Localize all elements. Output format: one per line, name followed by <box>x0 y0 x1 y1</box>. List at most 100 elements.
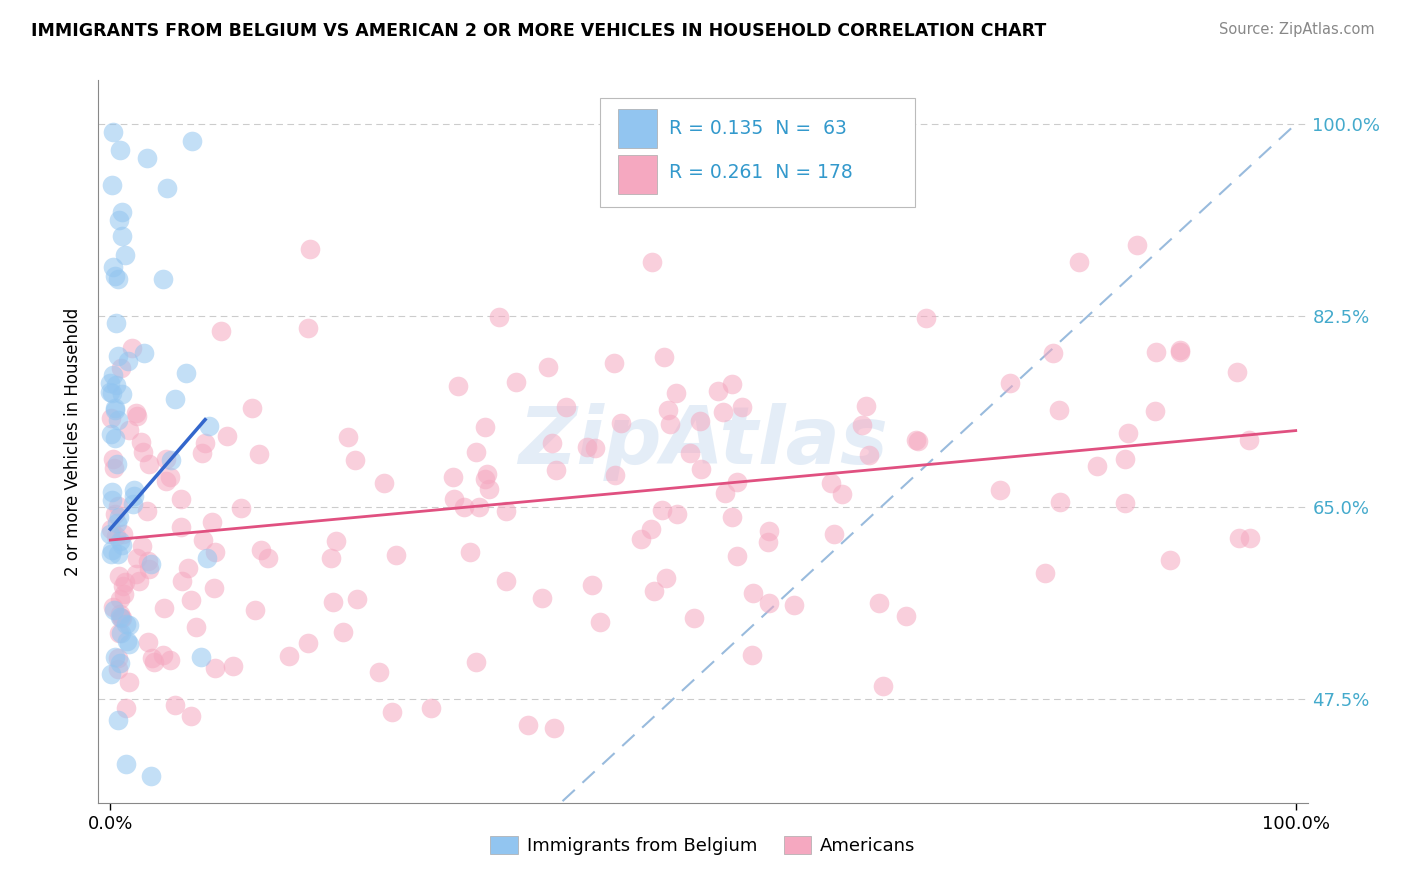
Point <box>132 445 155 459</box>
Point <box>108 609 131 624</box>
FancyBboxPatch shape <box>619 154 657 194</box>
Point <box>104 403 127 417</box>
Point <box>125 406 148 420</box>
Point <box>665 386 688 401</box>
Point <box>111 204 134 219</box>
Point <box>104 507 127 521</box>
Point <box>555 400 578 414</box>
Point <box>122 483 145 497</box>
Point <box>1114 496 1136 510</box>
Point <box>122 497 145 511</box>
Point <box>101 368 124 382</box>
Text: Source: ZipAtlas.com: Source: ZipAtlas.com <box>1219 22 1375 37</box>
Point <box>1125 237 1147 252</box>
Point <box>107 713 129 727</box>
Point <box>823 527 845 541</box>
Point <box>1085 459 1108 474</box>
Point <box>505 375 527 389</box>
Point <box>337 430 360 444</box>
Point <box>905 434 928 448</box>
Point <box>655 571 678 585</box>
Point <box>103 602 125 616</box>
Point <box>117 354 139 368</box>
Point <box>100 526 122 541</box>
Point <box>858 448 880 462</box>
Point <box>368 665 391 679</box>
Point <box>198 419 221 434</box>
Point <box>468 500 491 515</box>
Point <box>111 229 134 244</box>
Point <box>127 551 149 566</box>
Point <box>122 489 145 503</box>
Point <box>583 441 606 455</box>
Point <box>537 360 560 375</box>
Point <box>603 467 626 482</box>
Point <box>249 542 271 557</box>
Point <box>105 457 128 471</box>
Point <box>107 500 129 514</box>
Point <box>112 579 135 593</box>
Point <box>385 548 408 562</box>
Point <box>101 452 124 467</box>
Point <box>115 756 138 771</box>
Point <box>180 708 202 723</box>
Point <box>344 453 367 467</box>
Point <box>1159 553 1181 567</box>
Point <box>108 533 131 548</box>
Point <box>209 324 232 338</box>
Point <box>495 504 517 518</box>
Point <box>125 567 148 582</box>
Point <box>453 500 475 514</box>
Point <box>110 361 132 376</box>
Point <box>128 574 150 588</box>
Point <box>988 483 1011 497</box>
Point <box>322 595 344 609</box>
Point <box>101 386 124 401</box>
Point <box>851 417 873 432</box>
Point <box>855 400 877 414</box>
Point <box>221 658 243 673</box>
Point <box>478 483 501 497</box>
Point <box>153 601 176 615</box>
Point <box>1033 566 1056 581</box>
Point <box>609 416 631 430</box>
Point <box>159 653 181 667</box>
Point <box>135 151 157 165</box>
Point <box>103 599 125 614</box>
Point <box>165 392 187 406</box>
Point <box>141 651 163 665</box>
Point <box>100 485 122 500</box>
Point <box>1049 403 1071 417</box>
Point <box>868 595 890 609</box>
Point <box>820 475 842 490</box>
Point <box>107 547 129 561</box>
Point <box>298 242 321 256</box>
Point <box>689 414 711 428</box>
Point <box>201 515 224 529</box>
Point <box>666 507 689 521</box>
Point <box>177 561 200 575</box>
Point <box>474 420 496 434</box>
Point <box>1143 403 1166 417</box>
Point <box>1226 365 1249 379</box>
Point <box>278 648 301 663</box>
Point <box>914 310 936 325</box>
Point <box>758 524 780 539</box>
Point <box>727 549 749 563</box>
Point <box>193 436 215 450</box>
Point <box>108 656 131 670</box>
Point <box>443 492 465 507</box>
Point <box>204 661 226 675</box>
Point <box>131 539 153 553</box>
Point <box>114 575 136 590</box>
Point <box>373 475 395 490</box>
Point <box>1170 343 1192 358</box>
Point <box>540 435 562 450</box>
Point <box>202 581 225 595</box>
Point <box>101 542 124 557</box>
Y-axis label: 2 or more Vehicles in Household: 2 or more Vehicles in Household <box>65 308 83 575</box>
Point <box>156 180 179 194</box>
Point <box>243 603 266 617</box>
Point <box>112 527 135 541</box>
Point <box>105 378 128 392</box>
